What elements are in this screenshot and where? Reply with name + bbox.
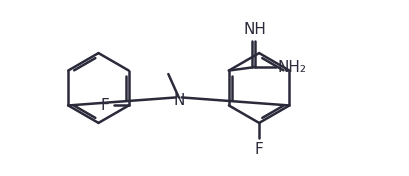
Text: F: F	[101, 98, 109, 113]
Text: NH: NH	[243, 22, 266, 37]
Text: F: F	[254, 142, 263, 157]
Text: NH₂: NH₂	[277, 59, 306, 75]
Text: N: N	[173, 93, 184, 108]
